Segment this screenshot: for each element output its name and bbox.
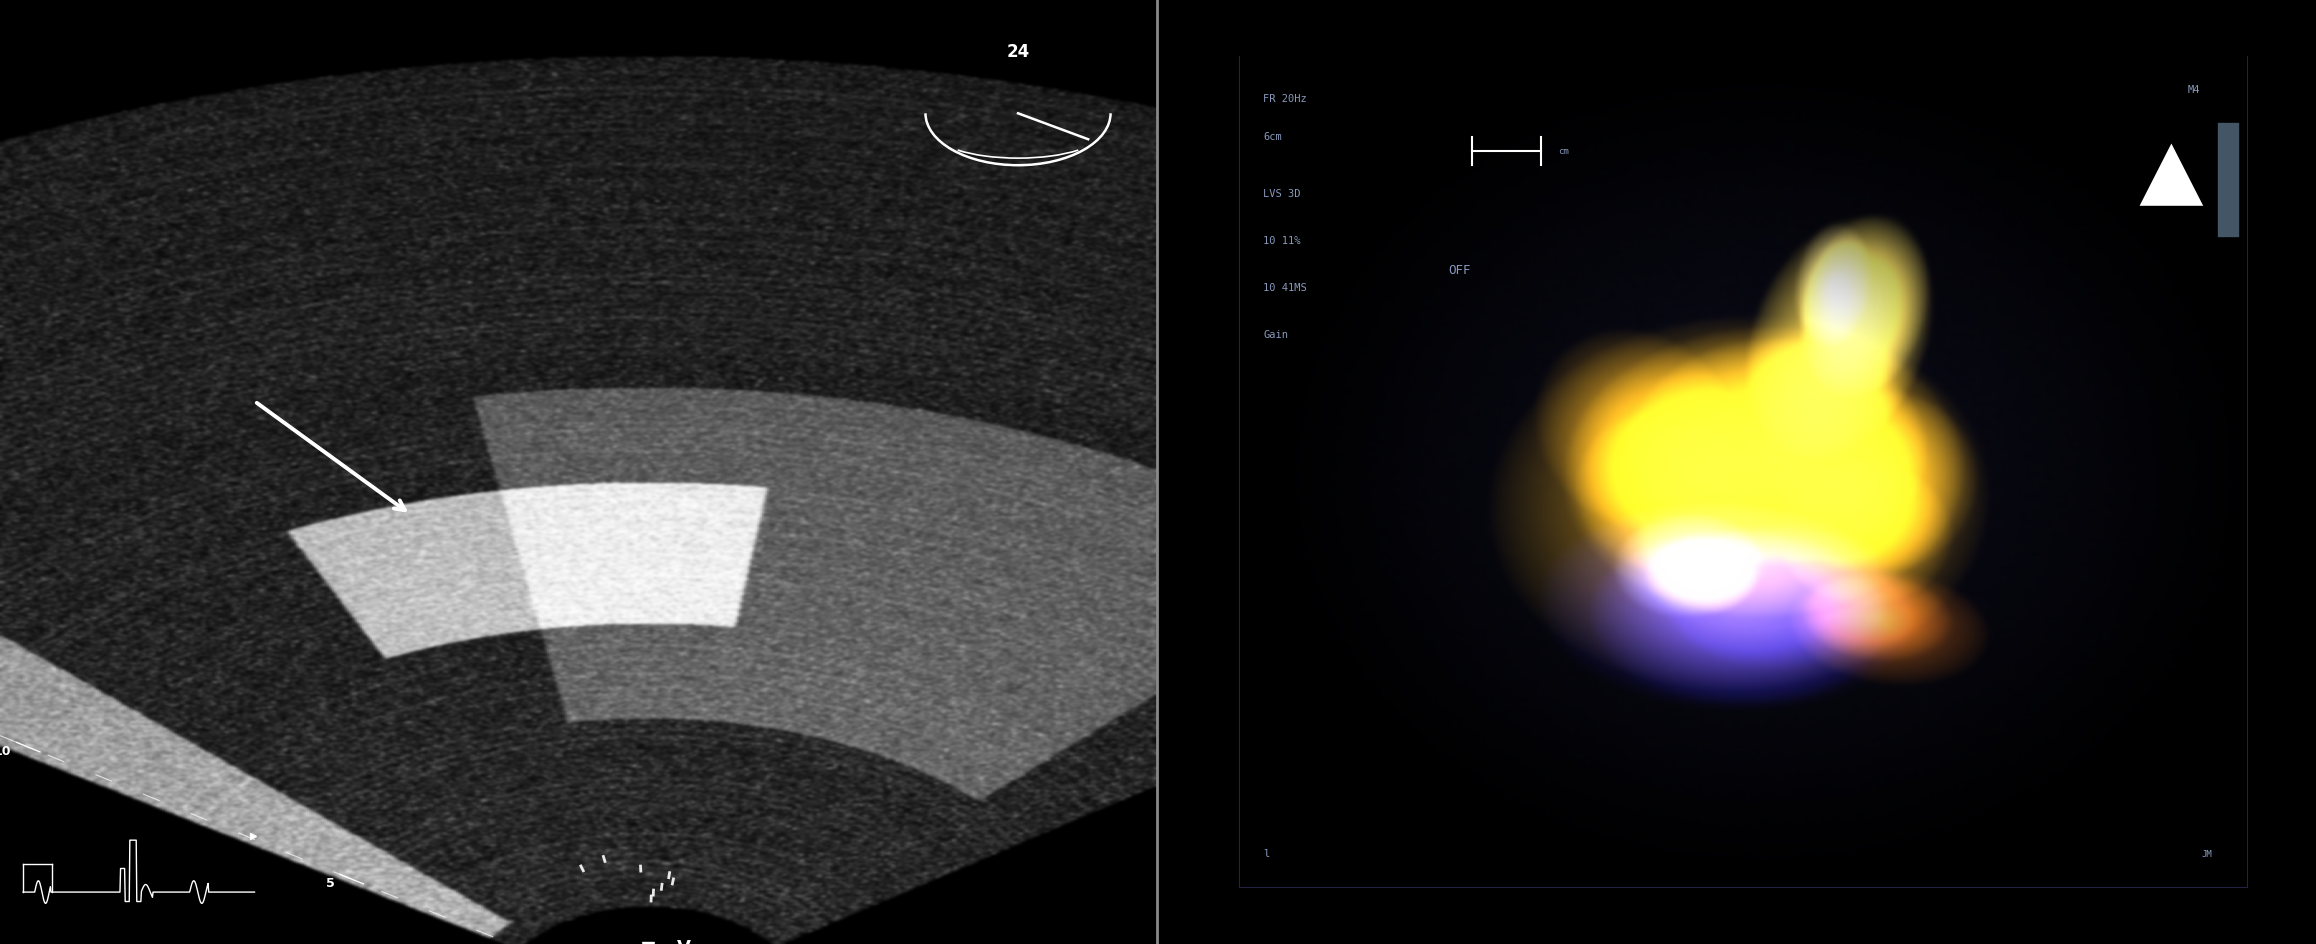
Text: 6cm: 6cm — [1262, 132, 1283, 143]
Text: OFF: OFF — [1448, 264, 1471, 278]
Text: 10 11%: 10 11% — [1262, 236, 1302, 246]
Text: cm: cm — [1559, 146, 1568, 156]
Text: 24: 24 — [1007, 42, 1031, 61]
Text: M4: M4 — [2189, 85, 2200, 95]
Text: FR 20Hz: FR 20Hz — [1262, 94, 1306, 105]
Text: V: V — [676, 939, 690, 944]
Text: LVS 3D: LVS 3D — [1262, 189, 1302, 199]
Text: Gain: Gain — [1262, 330, 1288, 341]
Bar — [1239, 57, 2247, 887]
Text: 10: 10 — [0, 746, 12, 758]
Text: 10 41MS: 10 41MS — [1262, 283, 1306, 294]
Polygon shape — [2140, 143, 2203, 206]
Text: JM: JM — [2200, 850, 2212, 859]
Text: 5: 5 — [327, 877, 334, 890]
Text: l: l — [1262, 849, 1269, 859]
